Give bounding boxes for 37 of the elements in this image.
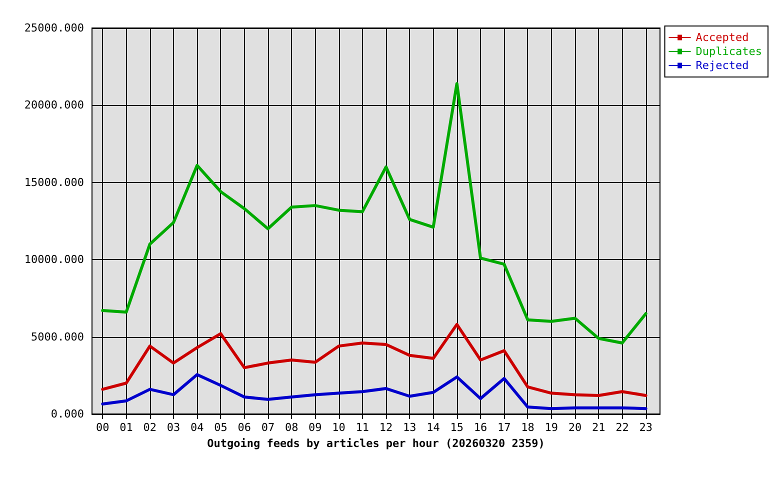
x-tick-label: 01 <box>120 421 133 434</box>
line-series <box>101 82 648 344</box>
legend-label: Accepted <box>696 31 749 44</box>
x-tick-label: 07 <box>261 421 275 434</box>
legend-label: Rejected <box>696 59 749 72</box>
line-series <box>101 322 648 397</box>
line-series <box>101 373 648 410</box>
x-tick-label: 13 <box>403 421 416 434</box>
y-tick-label: 20000.000 <box>24 98 84 112</box>
x-tick-label: 10 <box>332 421 346 434</box>
x-tick-label: 20 <box>568 421 582 434</box>
x-tick-label: 09 <box>308 421 322 434</box>
x-tick-label: 19 <box>544 421 558 434</box>
x-tick-label: 00 <box>96 421 110 434</box>
x-tick-label: 21 <box>592 421 606 434</box>
x-tick-label: 16 <box>474 421 488 434</box>
x-tick-label: 17 <box>498 421 511 434</box>
x-tick-label: 08 <box>284 421 298 434</box>
x-tick-label: 22 <box>616 421 629 434</box>
y-tick-label: 5000.000 <box>31 330 84 344</box>
x-tick-label: 18 <box>521 421 534 434</box>
y-tick-label: 15000.000 <box>24 176 84 189</box>
x-tick-label: 04 <box>190 421 204 434</box>
x-axis-title: Outgoing feeds by articles per hour (20260320 2359) <box>207 437 545 450</box>
x-tick-label: 23 <box>639 421 652 434</box>
y-tick-label: 0.000 <box>50 408 84 420</box>
x-tick-label: 12 <box>379 421 393 434</box>
x-tick-label: 05 <box>214 421 228 434</box>
y-tick-label: 10000.000 <box>24 253 84 266</box>
legend-label: Duplicates <box>696 45 762 58</box>
x-tick-label: 14 <box>426 421 440 434</box>
x-tick-label: 06 <box>238 421 251 434</box>
y-tick-label: 25000.000 <box>24 22 84 34</box>
x-tick-label: 15 <box>450 421 464 434</box>
x-tick-label: 11 <box>356 421 370 434</box>
x-tick-label: 03 <box>166 421 180 434</box>
x-tick-label: 02 <box>143 421 156 434</box>
